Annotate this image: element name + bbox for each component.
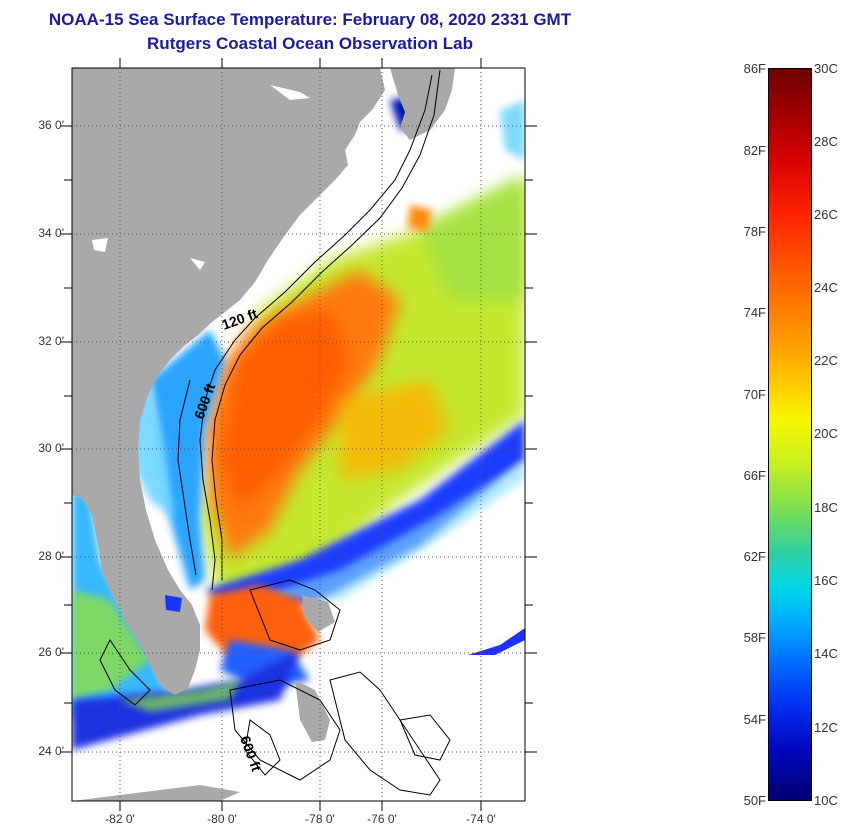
colorbar-f-70: 70F xyxy=(743,387,766,402)
colorbar-c-30: 30C xyxy=(814,61,838,76)
colorbar-c-24: 24C xyxy=(814,280,838,295)
depth-contours xyxy=(99,69,451,796)
colorbar-f-50: 50F xyxy=(743,793,766,808)
colorbar-c-26: 26C xyxy=(814,207,838,222)
colorbar-f-62: 62F xyxy=(743,549,766,564)
map-title: NOAA-15 Sea Surface Temperature: Februar… xyxy=(48,10,572,29)
colorbar-f-66: 66F xyxy=(743,468,766,483)
lat-tick-28: 28 0' xyxy=(38,549,64,563)
map-subtitle: Rutgers Coastal Ocean Observation Lab xyxy=(147,34,473,53)
temperature-colorbar xyxy=(768,68,812,801)
lon-tick-82: -82 0' xyxy=(105,812,135,826)
lon-tick-74: -74 0' xyxy=(466,812,496,826)
lat-tick-32: 32 0' xyxy=(38,334,64,348)
lat-tick-36: 36 0' xyxy=(38,118,64,132)
colorbar-c-20: 20C xyxy=(814,426,838,441)
colorbar-c-22: 22C xyxy=(814,353,838,368)
lat-tick-30: 30 0' xyxy=(38,441,64,455)
lat-tick-34: 34 0' xyxy=(38,226,64,240)
lat-tick-26: 26 0' xyxy=(38,645,64,659)
lon-tick-78: -78 0' xyxy=(305,812,335,826)
colorbar-c-12: 12C xyxy=(814,720,838,735)
colorbar-c-18: 18C xyxy=(814,500,838,515)
lat-tick-24: 24 0' xyxy=(38,744,64,758)
sst-imagery xyxy=(72,95,525,750)
land-mass xyxy=(72,68,455,801)
colorbar-c-16: 16C xyxy=(814,573,838,588)
colorbar-f-54: 54F xyxy=(743,712,766,727)
colorbar-c-14: 14C xyxy=(814,646,838,661)
colorbar-c-10: 10C xyxy=(814,793,838,808)
colorbar-f-86: 86F xyxy=(743,61,766,76)
colorbar-c-28: 28C xyxy=(814,134,838,149)
colorbar-f-74: 74F xyxy=(743,305,766,320)
axis-ticks xyxy=(60,58,537,811)
colorbar-f-82: 82F xyxy=(743,143,766,158)
lon-tick-80: -80 0' xyxy=(207,812,237,826)
colorbar-f-78: 78F xyxy=(743,224,766,239)
colorbar-f-58: 58F xyxy=(743,630,766,645)
lon-tick-76: -76 0' xyxy=(367,812,397,826)
